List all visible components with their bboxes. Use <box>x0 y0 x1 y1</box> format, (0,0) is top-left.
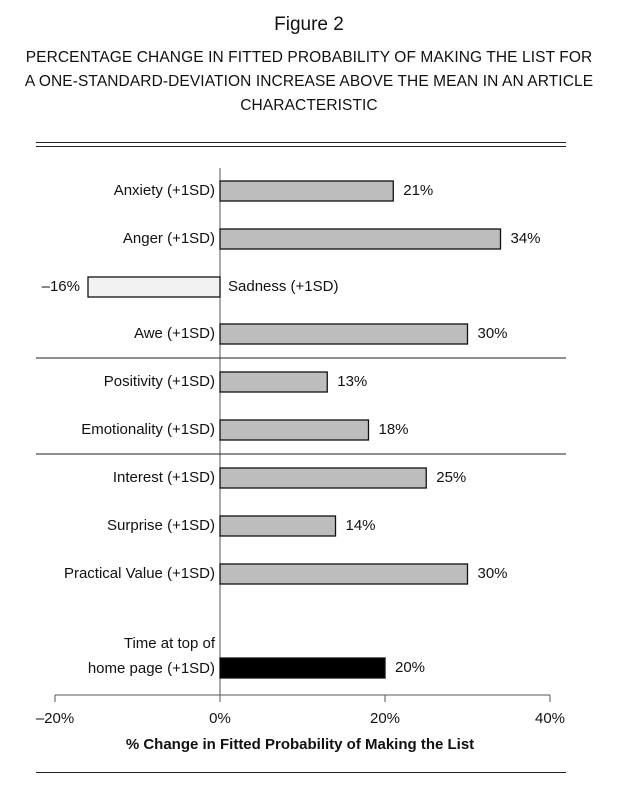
bar <box>219 563 469 585</box>
bar <box>219 515 337 537</box>
value-label: 13% <box>337 373 367 390</box>
x-tick-label: –20% <box>36 710 74 727</box>
category-label: Emotionality (+1SD) <box>81 421 215 438</box>
category-label: Anger (+1SD) <box>123 230 215 247</box>
category-label: Anxiety (+1SD) <box>114 182 215 199</box>
bar <box>87 276 221 298</box>
bar <box>219 467 427 489</box>
bottom-rule <box>36 772 566 773</box>
category-label: Positivity (+1SD) <box>104 373 215 390</box>
value-label: –16% <box>42 278 80 295</box>
value-label: 20% <box>395 659 425 676</box>
x-tick-label: 40% <box>535 710 565 727</box>
x-tick-label: 20% <box>370 710 400 727</box>
category-label: Time at top of <box>124 635 216 652</box>
category-label: Interest (+1SD) <box>113 469 215 486</box>
bar <box>219 323 469 345</box>
category-label: Sadness (+1SD) <box>228 278 338 295</box>
bar <box>219 419 370 441</box>
bar <box>219 180 394 202</box>
figure-title: Figure 2 <box>274 14 344 35</box>
value-label: 14% <box>346 517 376 534</box>
value-label: 25% <box>436 469 466 486</box>
figure-subtitle: PERCENTAGE CHANGE IN FITTED PROBABILITY … <box>24 49 594 114</box>
x-axis-label: % Change in Fitted Probability of Making… <box>126 736 474 753</box>
x-tick-label: 0% <box>209 710 231 727</box>
category-label: home page (+1SD) <box>88 660 215 677</box>
category-label: Awe (+1SD) <box>134 325 215 342</box>
category-label: Practical Value (+1SD) <box>64 565 215 582</box>
value-label: 30% <box>478 565 508 582</box>
bar <box>219 657 386 679</box>
value-label: 30% <box>478 325 508 342</box>
bar <box>219 371 328 393</box>
value-label: 21% <box>403 182 433 199</box>
value-label: 18% <box>379 421 409 438</box>
category-label: Surprise (+1SD) <box>107 517 215 534</box>
top-rule <box>36 142 566 143</box>
bar <box>219 228 502 250</box>
value-label: 34% <box>511 230 541 247</box>
top-rule-double <box>36 146 566 147</box>
